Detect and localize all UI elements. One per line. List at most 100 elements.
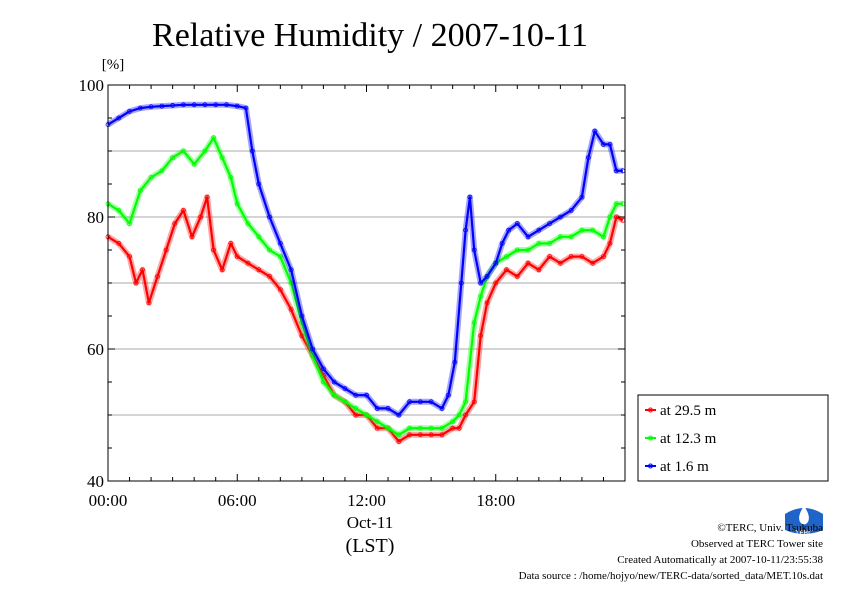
- data-point: [557, 260, 563, 266]
- data-point: [213, 102, 219, 108]
- data-point: [590, 227, 596, 233]
- data-point: [189, 234, 195, 240]
- legend-marker: [648, 407, 653, 413]
- data-point: [504, 267, 509, 273]
- data-point: [353, 392, 359, 398]
- legend-label: at 29.5 m: [660, 403, 717, 419]
- data-point: [601, 234, 606, 240]
- x-tick-label: 00:00: [89, 491, 128, 510]
- data-point: [547, 254, 553, 260]
- data-point: [592, 128, 598, 134]
- data-point: [267, 214, 272, 220]
- data-point: [127, 254, 132, 260]
- terc-logo-icon: TERC: [783, 500, 825, 543]
- data-point: [133, 280, 139, 286]
- data-point: [172, 221, 178, 227]
- credit-created: Created Automatically at 2007-10-11/23:5…: [617, 554, 823, 566]
- data-point: [536, 240, 542, 246]
- data-point: [180, 102, 186, 108]
- data-point: [234, 201, 240, 207]
- data-point: [613, 201, 619, 207]
- y-tick-label: 80: [87, 208, 104, 227]
- series-band: [106, 194, 625, 445]
- data-point: [374, 405, 380, 411]
- data-point: [601, 141, 606, 147]
- data-point: [445, 392, 451, 398]
- data-point: [613, 168, 619, 174]
- data-point: [256, 181, 262, 187]
- data-point: [428, 432, 434, 438]
- series-line: [107, 103, 623, 417]
- data-point: [163, 247, 169, 253]
- data-point: [191, 102, 197, 108]
- axis-ticks: [107, 84, 626, 482]
- data-point: [456, 425, 462, 431]
- legend-marker: [648, 463, 653, 469]
- credit-observed: Observed at TERC Tower site: [690, 538, 823, 550]
- data-point: [428, 399, 434, 405]
- data-point: [191, 161, 197, 167]
- data-point: [557, 214, 563, 220]
- data-point: [140, 267, 145, 273]
- data-point: [331, 392, 337, 398]
- data-point: [407, 425, 412, 431]
- data-point: [155, 273, 160, 279]
- x-unit-label: (LST): [346, 535, 395, 557]
- data-point: [180, 148, 186, 154]
- data-point: [204, 194, 210, 200]
- data-point: [568, 254, 574, 260]
- data-point: [536, 267, 542, 273]
- data-point: [277, 240, 283, 246]
- series-line: [107, 136, 623, 436]
- series-line: [107, 196, 624, 443]
- data-point: [249, 148, 255, 154]
- data-point: [607, 214, 613, 220]
- data-point: [396, 412, 402, 418]
- logo-text: TERC: [794, 529, 813, 537]
- data-point: [299, 313, 305, 319]
- chart-title: Relative Humidity / 2007-10-11: [152, 17, 588, 54]
- data-point: [116, 115, 122, 121]
- data-point: [499, 240, 505, 246]
- data-point: [467, 194, 473, 200]
- grid-lines: [108, 150, 625, 416]
- data-point: [450, 425, 456, 431]
- series-layer: [105, 101, 626, 445]
- data-point: [585, 155, 591, 161]
- legend-label: at 12.3 m: [660, 431, 717, 447]
- legend: at 29.5 m at 12.3 m at 1.6 m: [637, 394, 829, 482]
- data-point: [579, 254, 585, 260]
- data-point: [364, 392, 369, 398]
- y-tick-label: 40: [87, 472, 104, 491]
- data-point: [579, 194, 585, 200]
- data-point: [463, 399, 468, 405]
- data-point: [374, 425, 380, 431]
- credit-copyright: ©TERC, Univ. Tsukuba: [717, 522, 823, 534]
- data-point: [407, 432, 412, 438]
- data-point: [159, 168, 165, 174]
- data-point: [452, 359, 458, 365]
- data-point: [484, 273, 490, 279]
- data-point: [568, 234, 574, 240]
- data-point: [514, 221, 520, 227]
- data-point: [525, 260, 531, 266]
- data-point: [137, 105, 143, 111]
- x-date-label: Oct-11: [347, 513, 394, 532]
- legend-box: [637, 394, 829, 482]
- series-2: [105, 134, 626, 438]
- data-point: [245, 260, 251, 266]
- data-point: [170, 155, 176, 161]
- data-point: [148, 104, 154, 110]
- data-point: [321, 366, 326, 372]
- legend-marker: [648, 435, 653, 441]
- data-point: [471, 320, 477, 326]
- data-point: [234, 103, 240, 109]
- data-point: [146, 300, 152, 306]
- data-point: [310, 346, 316, 352]
- series-band: [106, 134, 623, 438]
- data-point: [116, 207, 122, 213]
- data-point: [536, 227, 542, 233]
- data-point: [504, 254, 509, 260]
- data-point: [417, 399, 423, 405]
- series-3: [105, 101, 626, 418]
